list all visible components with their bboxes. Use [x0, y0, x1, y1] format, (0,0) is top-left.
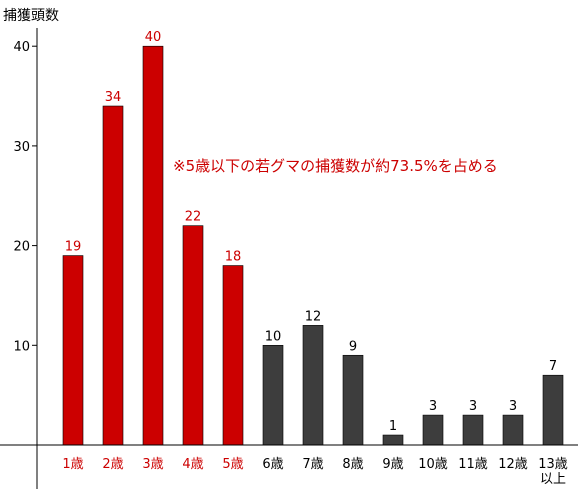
- bar: [262, 344, 284, 446]
- y-tick-label: 10: [13, 339, 30, 354]
- bar: [142, 45, 164, 446]
- bar: [382, 434, 404, 446]
- bar-value-label: 9: [349, 339, 357, 354]
- x-category-label: 2歳: [102, 457, 123, 472]
- bar-value-label: 34: [105, 90, 122, 105]
- y-axis-ticks: 10 20 30 40: [13, 40, 37, 354]
- bar: [62, 255, 84, 446]
- y-tick-label: 20: [13, 240, 30, 255]
- x-category-label: 13歳: [538, 457, 568, 472]
- bar-value-label: 22: [185, 210, 202, 225]
- x-category-label: 3歳: [142, 457, 163, 472]
- bar-value-label: 12: [305, 309, 322, 324]
- x-category-label: 9歳: [382, 457, 403, 472]
- bar: [542, 374, 564, 446]
- x-category-label: 6歳: [262, 457, 283, 472]
- bar-value-label: 19: [65, 240, 82, 255]
- bar-value-label: 3: [509, 399, 517, 414]
- bar: [222, 265, 244, 446]
- chart-annotation: ※5歳以下の若グマの捕獲数が約73.5%を占める: [173, 157, 498, 175]
- x-category-label: 12歳: [498, 457, 528, 472]
- bar: [102, 105, 124, 446]
- value-labels-group: 19 34 40 22 18 10 12 9 1 3 3 3 7: [65, 30, 557, 434]
- x-category-label: 5歳: [222, 457, 243, 472]
- bar-value-label: 3: [429, 399, 437, 414]
- bars-group: [62, 45, 564, 446]
- bar: [422, 414, 444, 446]
- x-category-label: 11歳: [458, 457, 488, 472]
- bar: [502, 414, 524, 446]
- bar-value-label: 40: [145, 30, 162, 45]
- bar: [182, 225, 204, 446]
- bar-value-label: 1: [389, 419, 397, 434]
- bar-value-label: 7: [549, 359, 557, 374]
- x-category-label: 4歳: [182, 457, 203, 472]
- bar-value-label: 18: [225, 250, 242, 265]
- x-category-label: 7歳: [302, 457, 323, 472]
- bar-value-label: 10: [265, 329, 282, 344]
- bar-value-label: 3: [469, 399, 477, 414]
- x-category-label: 8歳: [342, 457, 363, 472]
- y-tick-label: 40: [13, 40, 30, 55]
- y-tick-label: 30: [13, 140, 30, 155]
- bar: [462, 414, 484, 446]
- x-category-label: 10歳: [418, 457, 448, 472]
- bar: [302, 325, 324, 446]
- x-category-label: 1歳: [62, 457, 83, 472]
- y-axis-title: 捕獲頭数: [3, 8, 59, 24]
- x-category-label: 以上: [540, 472, 566, 487]
- bar: [342, 354, 364, 446]
